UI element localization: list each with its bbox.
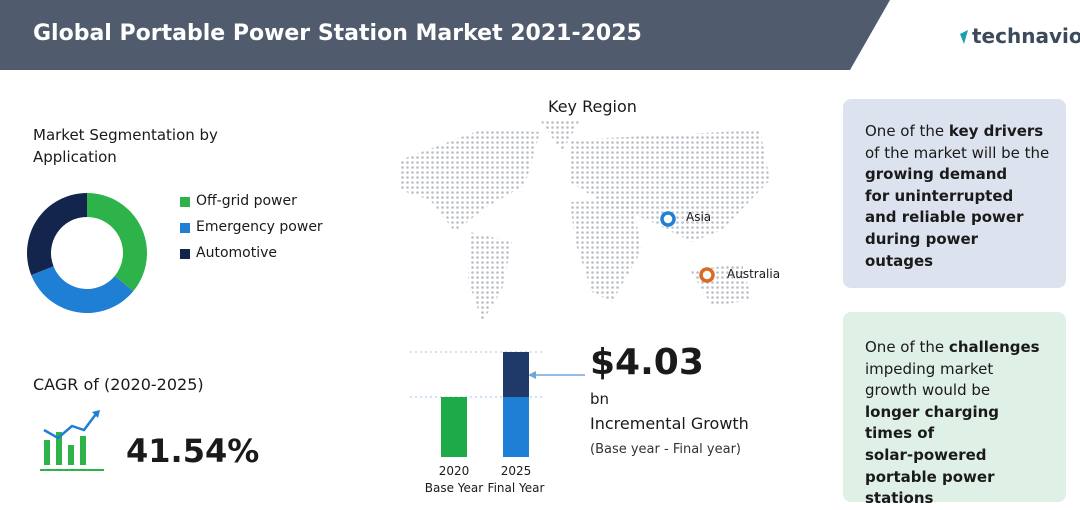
text-line: solar-powered	[865, 445, 1040, 467]
text-segment: times of	[865, 424, 935, 443]
cagr-label: CAGR of (2020-2025)	[33, 375, 204, 394]
text-segment: key drivers	[948, 122, 1044, 140]
text-segment: and reliable power	[865, 208, 1024, 227]
text-line: growing demand	[865, 164, 1049, 186]
text-line: One of the key drivers	[865, 121, 1049, 143]
cagr-value: 41.54%	[126, 432, 260, 470]
text-segment: growth would be	[865, 381, 991, 400]
text-segment: portable power	[865, 467, 995, 486]
bar-label: Base Year	[424, 481, 484, 495]
brand: technavio	[972, 24, 1080, 48]
text-line: of the market will be the	[865, 143, 1049, 165]
text-line: impeding market	[865, 359, 1040, 381]
bar-label: Final Year	[487, 481, 545, 495]
box-text: One of the challenges impeding market grow…	[865, 337, 1040, 510]
title: Global Portable Power Station Market 202…	[33, 21, 642, 46]
donut-segment	[27, 193, 87, 276]
legend-swatch	[180, 223, 190, 233]
text-segment: solar-powered	[865, 445, 987, 464]
drivers-box: One of the key drivers of the market will…	[843, 99, 1066, 288]
text-line: for uninterrupted	[865, 186, 1049, 208]
legend-swatch	[180, 197, 190, 207]
cagr-icon	[40, 410, 104, 471]
text-segment: One of the	[865, 338, 949, 356]
bar	[441, 397, 467, 457]
legend-label: Off-grid power	[196, 193, 297, 209]
text-line: and reliable power	[865, 207, 1049, 229]
marker-label: Australia	[727, 267, 781, 281]
text-segment: longer charging	[865, 402, 1000, 421]
asia-marker	[660, 211, 676, 227]
bar-label: 2020	[438, 464, 470, 478]
title-line: Application	[33, 148, 117, 166]
legend-swatch	[180, 249, 190, 259]
growth-unit: bn	[590, 390, 610, 408]
bar	[503, 352, 529, 397]
text-line: longer charging	[865, 402, 1040, 424]
title-line: Market Segmentation by	[33, 126, 218, 144]
bar	[503, 397, 529, 457]
text-segment: stations	[865, 489, 934, 508]
growth-label: Incremental Growth	[590, 414, 749, 433]
text-line: during power	[865, 229, 1049, 251]
text-segment: growing demand	[865, 165, 1008, 184]
text-segment: of the market will be the	[865, 143, 1050, 162]
donut-segment	[31, 266, 134, 314]
text-line: times of	[865, 423, 1040, 445]
legend-label: Emergency power	[196, 219, 323, 235]
segmentation-title: Market Segmentation by Application	[33, 124, 218, 168]
text-segment: challenges	[948, 338, 1040, 356]
text-line: One of the challenges	[865, 337, 1040, 359]
text-line: stations	[865, 488, 1040, 510]
text-line: growth would be	[865, 380, 1040, 402]
australia-marker	[699, 267, 715, 283]
legend-label: Automotive	[196, 245, 277, 261]
text-segment: outages	[865, 251, 934, 270]
challenges-box: One of the challenges impeding market grow…	[843, 312, 1066, 507]
text-segment: One of the	[865, 122, 949, 140]
region-title: Key Region	[548, 97, 637, 116]
arrow-head	[528, 371, 536, 379]
box-text: One of the key drivers of the market will…	[865, 121, 1049, 272]
text-line: portable power	[865, 467, 1040, 489]
world-map	[400, 120, 770, 322]
text-line: outages	[865, 251, 1049, 273]
text-segment: during power	[865, 229, 979, 248]
donut-segment	[87, 193, 148, 292]
text-segment: impeding market	[865, 359, 994, 378]
bar-label: 2025	[500, 464, 532, 478]
growth-note: (Base year - Final year)	[590, 442, 741, 457]
growth-amount: $4.03	[590, 342, 704, 383]
logo-icon	[960, 30, 968, 44]
text-segment: for uninterrupted	[865, 186, 1014, 205]
marker-label: Asia	[686, 210, 712, 224]
